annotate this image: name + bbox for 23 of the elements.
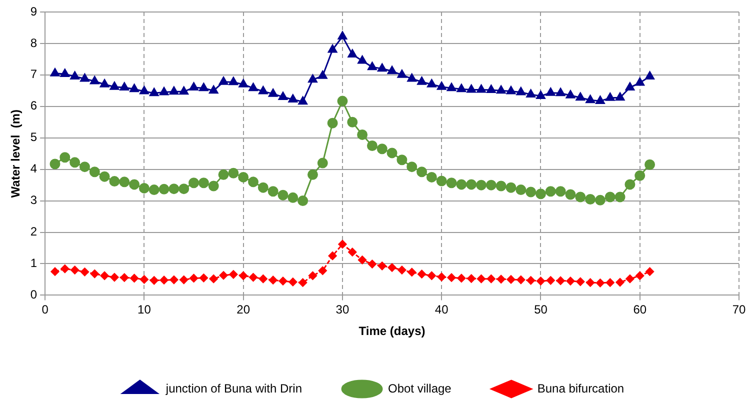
x-tick-label: 30 — [336, 302, 350, 317]
x-tick-label: 10 — [138, 302, 152, 317]
y-tick-label: 6 — [30, 98, 38, 113]
y-tick-label: 7 — [30, 67, 38, 82]
legend-label: junction of Buna with Drin — [164, 381, 302, 396]
x-tick-label: 70 — [732, 302, 746, 317]
y-tick-label: 3 — [30, 193, 38, 208]
y-tick-label: 8 — [30, 36, 38, 50]
y-axis-title: Water level (m) — [8, 109, 23, 198]
x-tick-label: 20 — [236, 302, 250, 317]
legend-label: Buna bifurcation — [537, 381, 624, 396]
y-tick-label: 0 — [30, 288, 38, 302]
x-tick-label: 60 — [633, 302, 647, 317]
x-tick-label: 50 — [534, 302, 548, 317]
y-tick-label: 1 — [30, 256, 38, 270]
legend-label: Obot village — [388, 381, 452, 396]
x-tick-label: 40 — [434, 302, 449, 317]
y-tick-label: 9 — [30, 4, 38, 18]
x-tick-label: 0 — [42, 302, 49, 317]
x-axis-title: Time (days) — [358, 324, 426, 338]
y-tick-label: 4 — [30, 162, 38, 176]
y-tick-label: 5 — [30, 130, 38, 144]
y-tick-label: 2 — [30, 224, 38, 239]
